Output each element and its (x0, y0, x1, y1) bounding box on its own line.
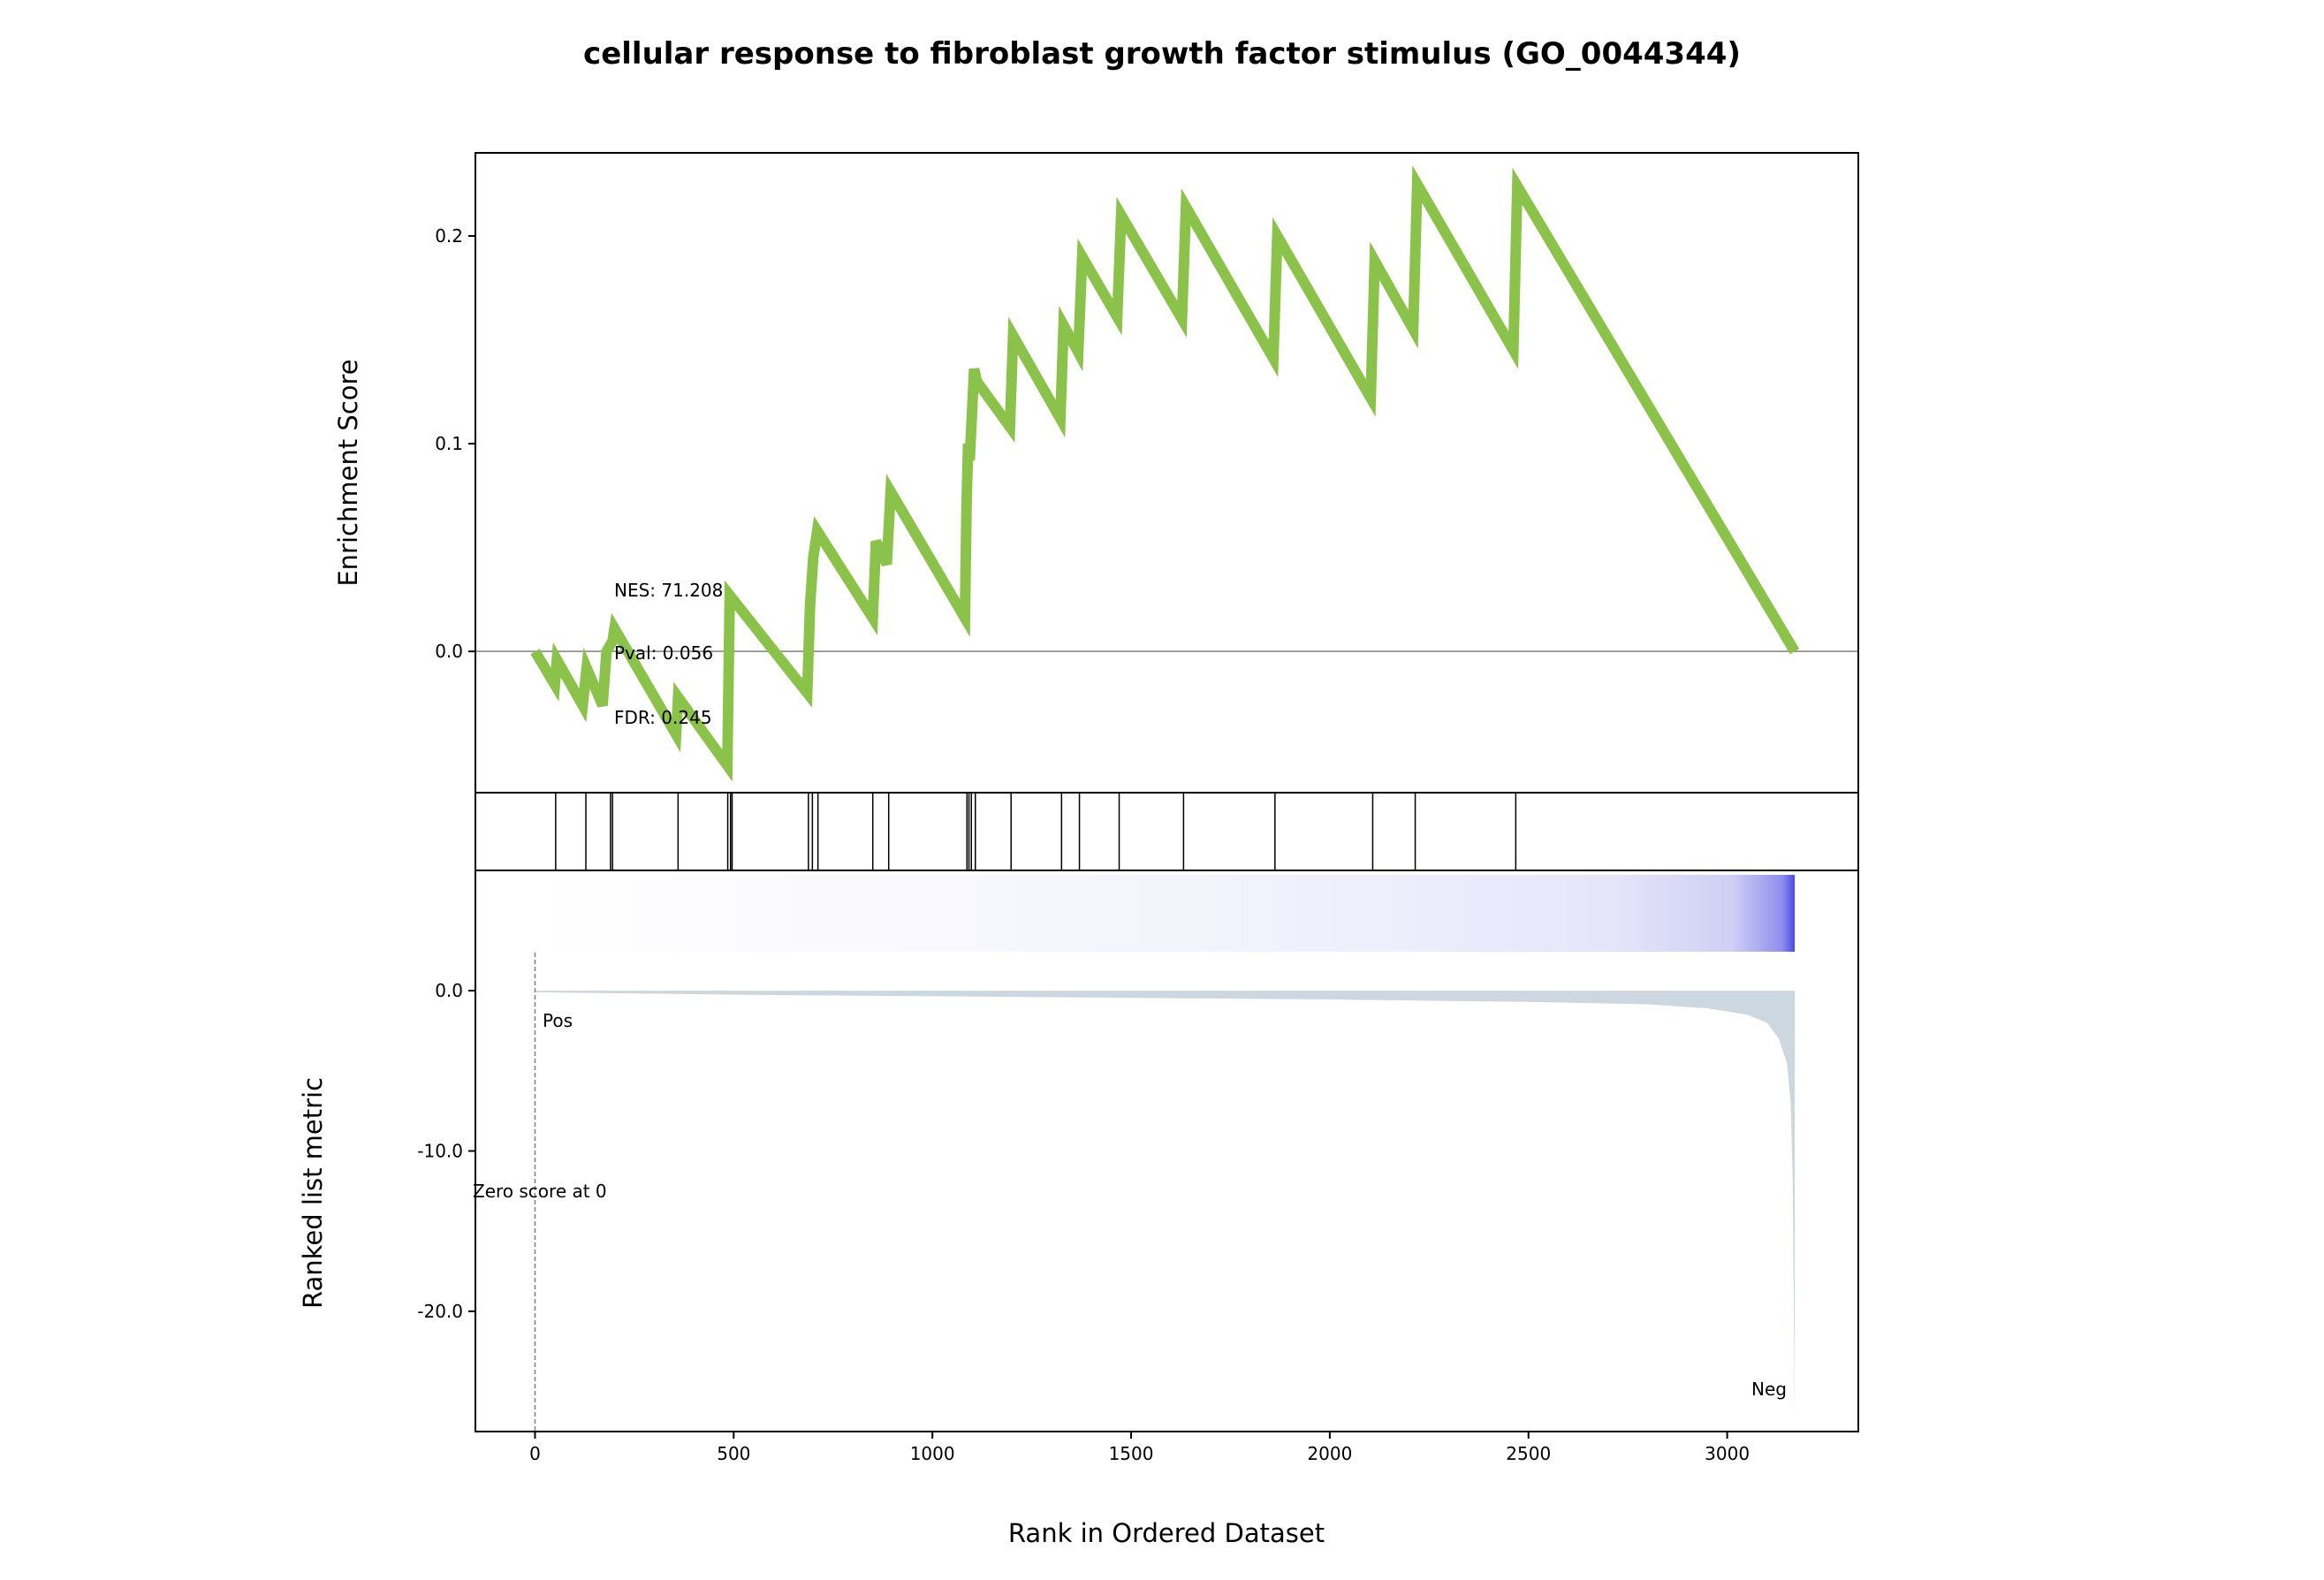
ranked-metric-area (535, 991, 1795, 1416)
x-tick-label: 1500 (1109, 1443, 1154, 1464)
hits-panel-frame (475, 792, 1859, 871)
chart-title: cellular response to fibroblast growth f… (583, 36, 1741, 72)
es-y-axis-label: Enrichment Score (333, 359, 363, 586)
neg-label: Neg (1751, 1379, 1787, 1400)
enrichment-panel: 0.0 0.1 0.2 NES: 71.208 Pval: 0.056 FDR: 0… (333, 152, 1859, 794)
ranked-y-tick-label: -20.0 (417, 1301, 463, 1322)
zero-score-annotation: Zero score at 0 (473, 1181, 607, 1202)
x-tick-label: 3000 (1705, 1443, 1750, 1464)
x-tick-label: 2500 (1506, 1443, 1551, 1464)
ranked-y-axis-label: Ranked list metric (298, 1077, 328, 1309)
es-y-ticks: 0.0 0.1 0.2 (435, 225, 475, 662)
fdr-annotation: FDR: 0.245 (614, 707, 712, 728)
nes-annotation: NES: 71.208 (614, 580, 723, 601)
pval-annotation: Pval: 0.056 (614, 642, 713, 664)
ranked-y-tick-label: -10.0 (417, 1141, 463, 1162)
ranked-panel-frame (475, 870, 1859, 1432)
es-y-tick-label: 0.2 (435, 225, 463, 247)
es-y-tick-label: 0.1 (435, 433, 463, 454)
es-y-tick-label: 0.0 (435, 641, 463, 662)
enrichment-score-line (530, 164, 1800, 782)
ranked-panel: 0.0 -10.0 -20.0 Pos Neg Zero score at 0 Ra… (298, 870, 1859, 1432)
hit-lines (555, 793, 1517, 870)
pos-label: Pos (543, 1010, 573, 1031)
ranked-y-tick-label: 0.0 (435, 980, 463, 1001)
x-tick-label: 2000 (1307, 1443, 1352, 1464)
x-tick-label: 0 (529, 1443, 541, 1464)
ranked-y-ticks: 0.0 -10.0 -20.0 (417, 980, 475, 1322)
hits-panel (475, 792, 1859, 871)
x-tick-label: 500 (717, 1443, 750, 1464)
rank-gradient-bar (535, 875, 1796, 952)
x-tick-label: 1000 (910, 1443, 955, 1464)
x-axis-ticks: 0 500 1000 1500 2000 2500 3000 (529, 1432, 1750, 1464)
x-axis-label: Rank in Ordered Dataset (1008, 1518, 1325, 1548)
